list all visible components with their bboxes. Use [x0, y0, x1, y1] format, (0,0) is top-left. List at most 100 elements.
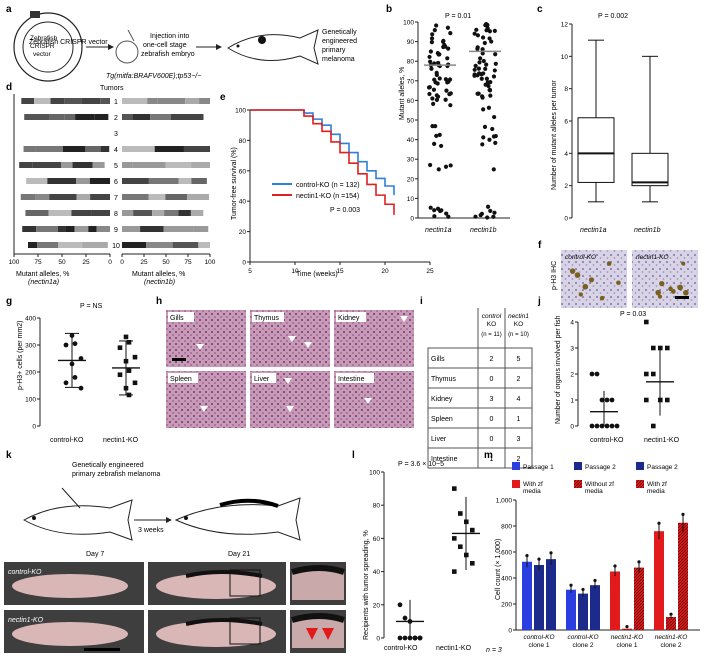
b-point — [486, 105, 492, 110]
d-left-bar — [65, 226, 75, 232]
panel-f-label: f — [538, 240, 542, 251]
b-point — [475, 33, 481, 38]
b-point — [485, 26, 490, 31]
m-group-label: clone 1 — [529, 642, 550, 649]
d-left-bar — [37, 242, 59, 248]
b-yaxis-ticklabel: 0 — [410, 216, 414, 223]
e-xticklabel: 25 — [426, 268, 434, 275]
d-right-bar — [122, 210, 134, 216]
d-left-bar — [72, 162, 93, 168]
b-point — [443, 77, 448, 82]
d-left-bar — [88, 226, 97, 232]
b-point — [492, 68, 497, 73]
i-cell-organ: Kidney — [431, 396, 453, 403]
d-left-bar — [85, 146, 101, 152]
f-stain — [578, 292, 583, 297]
i-cell-organ: Intestine — [431, 456, 458, 463]
panel-g-label: g — [6, 296, 12, 307]
k-fish-1 — [22, 487, 133, 541]
j-point — [665, 397, 670, 403]
g-point — [63, 342, 69, 348]
b-point — [445, 80, 450, 85]
j-point — [651, 345, 656, 351]
b-point — [472, 67, 477, 72]
h-arrowhead — [400, 316, 408, 322]
f-stain — [655, 289, 661, 296]
m-point — [569, 583, 573, 587]
g-chart: 0 100 200 300 400 — [25, 316, 140, 431]
b-point — [442, 42, 447, 48]
h-arrowhead — [304, 342, 312, 348]
m-yaxis-ticklabel: 600 — [501, 550, 512, 557]
fish-a — [227, 29, 319, 65]
injection-text-1: Injection into — [150, 33, 189, 40]
d-left-bar — [91, 210, 110, 216]
b-point — [437, 132, 442, 137]
d-left-bar — [71, 210, 92, 216]
b-point — [480, 142, 485, 147]
m-legend-label: media — [647, 488, 665, 495]
k-fish-2 — [174, 497, 301, 541]
m-yaxis-ticklabel: 1,000 — [496, 498, 513, 505]
m-legend-swatch — [636, 462, 644, 470]
b-point — [430, 32, 435, 37]
h-arrows — [172, 316, 408, 412]
plasmid-diagram: Zebrafish CRISPR vector — [13, 11, 108, 82]
m-bar — [610, 571, 620, 630]
panel-l-label: l — [352, 450, 355, 461]
m-point — [613, 564, 617, 568]
m-yaxis-ticklabel: 800 — [501, 524, 512, 531]
h-arrowhead — [364, 398, 372, 404]
j-yaxis-ticklabel: 2 — [570, 372, 574, 379]
f-stain — [574, 272, 581, 278]
panel-a-label: a — [6, 4, 12, 15]
arrowhead-2 — [216, 44, 222, 50]
b-point — [432, 28, 437, 33]
b-point — [427, 91, 432, 97]
j-point — [651, 371, 656, 377]
m-legend-swatch — [512, 462, 520, 470]
g-cat-2: nectin1-KO — [103, 437, 139, 444]
panel-b-label: b — [386, 4, 392, 15]
m-point — [581, 587, 585, 592]
b-point — [472, 31, 477, 36]
b-point — [446, 214, 451, 219]
d-left-bar — [82, 242, 108, 248]
b-point — [481, 58, 486, 64]
c-cat-1: nectin1a — [580, 227, 607, 234]
i-cell-control: 3 — [490, 396, 494, 403]
d-tumor-label: 10 — [112, 243, 120, 250]
i-header-2c: (n = 10) — [508, 332, 529, 338]
l-point — [458, 511, 463, 516]
m-bar — [578, 593, 588, 630]
b-point — [491, 214, 496, 219]
plasmid-block — [30, 11, 40, 18]
g-yaxis-ticklabel: 200 — [25, 370, 36, 377]
l-cat-2: nectin1-KO — [436, 645, 472, 652]
d-left-bar — [22, 226, 37, 232]
m-legend-label: Without zf — [585, 481, 614, 488]
result-text-2: engineered — [322, 38, 357, 45]
d-right-bar — [190, 210, 204, 216]
b-point — [432, 141, 437, 146]
b-point — [493, 61, 498, 66]
l-yaxis-ticklabel: 60 — [373, 536, 381, 543]
j-point — [604, 397, 610, 403]
d-left-bar — [92, 162, 105, 168]
m-point — [549, 551, 553, 555]
b-point — [488, 93, 493, 98]
i-header-1c: (n = 11) — [481, 332, 501, 338]
b-point — [432, 208, 437, 213]
i-cell-organ: Thymus — [431, 376, 456, 383]
b-point — [433, 124, 438, 129]
b-point — [476, 91, 481, 96]
d-right-bar — [122, 114, 133, 120]
b-point — [487, 137, 492, 142]
d-right-bar — [150, 114, 171, 120]
b-point — [428, 59, 433, 64]
h-label-intestine: Intestine — [338, 376, 365, 383]
vector-label-3: vector — [33, 51, 52, 58]
m-yaxis-ticklabel: 0 — [508, 628, 512, 635]
d-right-bar — [165, 162, 192, 168]
